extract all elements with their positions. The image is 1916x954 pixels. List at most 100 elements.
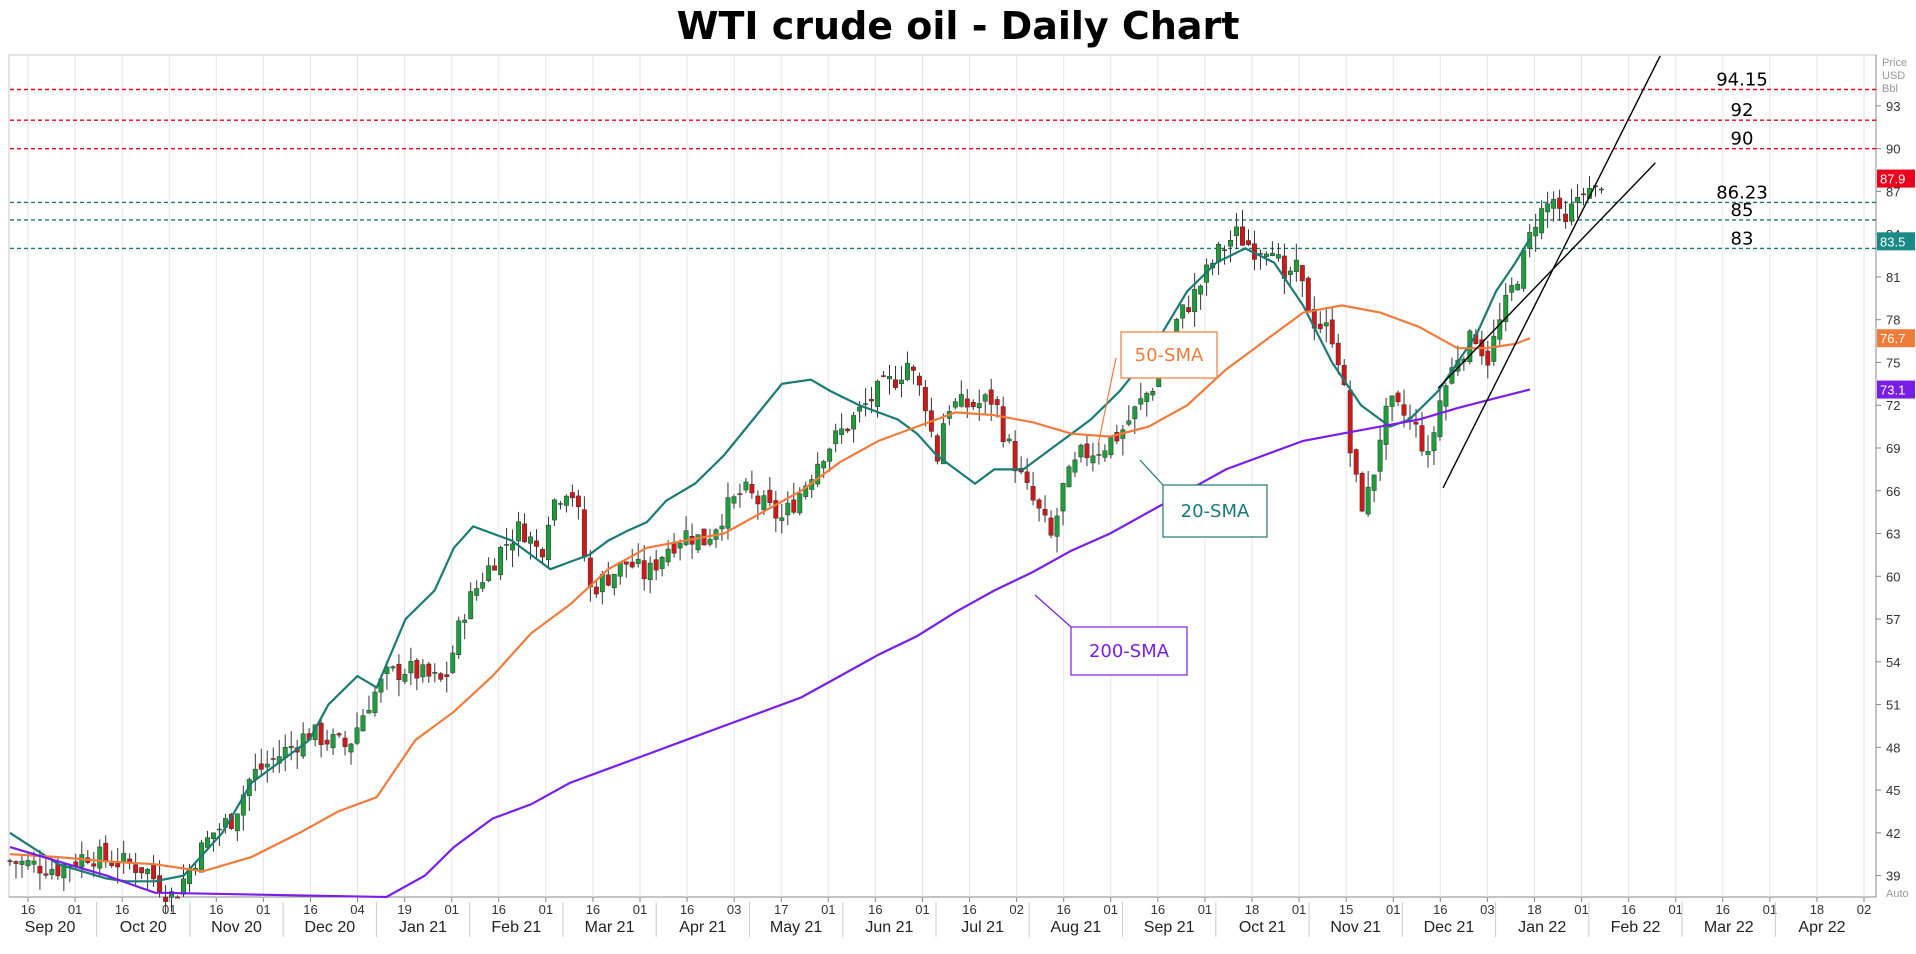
candle-up	[474, 588, 480, 596]
candle-up	[1539, 208, 1545, 234]
x-tick-label: 16	[680, 902, 694, 917]
candle-down	[1305, 277, 1311, 313]
y-tick-label: 51	[1886, 698, 1900, 713]
candle-down	[1084, 443, 1090, 459]
candle-down	[1042, 509, 1048, 516]
x-tick-label: 18	[1527, 902, 1541, 917]
candle-down	[605, 574, 611, 586]
candle-up	[1228, 239, 1233, 247]
candle-up	[761, 495, 767, 510]
candle-up	[731, 496, 737, 504]
candle-down	[1419, 425, 1425, 452]
candle-up	[288, 746, 294, 749]
x-month-label: Dec 20	[304, 919, 355, 936]
candle-down	[1240, 226, 1245, 246]
candle-up	[516, 521, 522, 542]
candle-down	[1341, 364, 1347, 386]
candle-down	[324, 739, 330, 745]
annotation-label: 50-SMA	[1135, 345, 1204, 366]
y-tick-label: 57	[1886, 612, 1900, 627]
candle-up	[468, 591, 474, 619]
candle-up	[1533, 226, 1539, 237]
price-tag-label: 87.9	[1880, 172, 1905, 187]
level-label: 85	[1731, 200, 1754, 221]
x-tick-label: 04	[350, 902, 364, 917]
x-tick-label: 16	[209, 902, 223, 917]
price-tag-label: 83.5	[1880, 234, 1905, 249]
candle-up	[25, 860, 31, 867]
candle-up	[390, 666, 396, 669]
candle-down	[444, 674, 450, 677]
candle-up	[952, 401, 958, 408]
candle-down	[964, 398, 970, 408]
x-tick-label: 01	[256, 902, 270, 917]
candle-up	[145, 869, 151, 874]
candle-down	[994, 399, 1000, 406]
candle-up	[366, 709, 372, 714]
candle-up	[635, 558, 641, 564]
candle-down	[1563, 213, 1569, 223]
x-tick-label: 18	[1245, 902, 1259, 917]
candle-up	[1521, 250, 1527, 289]
y-tick-label: 87	[1886, 184, 1900, 199]
x-tick-label: 16	[1056, 902, 1070, 917]
x-tick-label: 16	[21, 902, 35, 917]
candle-down	[1222, 249, 1227, 252]
candle-up	[372, 691, 378, 713]
candle-up	[1108, 437, 1114, 456]
candle-up	[797, 493, 803, 514]
y-tick-label: 81	[1886, 270, 1900, 285]
candle-down	[414, 660, 420, 679]
candle-down	[845, 428, 851, 432]
candle-up	[563, 495, 569, 506]
x-tick-label: 02	[1009, 902, 1023, 917]
x-month-label: Aug 21	[1051, 919, 1102, 936]
sma-line-200-sma	[9, 388, 1531, 899]
candle-up	[857, 406, 863, 412]
y-tick-label: 75	[1886, 355, 1900, 370]
price-tag	[1877, 232, 1915, 251]
x-tick-label: 01	[1386, 902, 1400, 917]
y-tick-label: 72	[1886, 398, 1900, 413]
candle-up	[1066, 466, 1072, 488]
candle-down	[869, 399, 875, 402]
price-tag	[1877, 329, 1915, 348]
price-unit-label: Bbl	[1882, 83, 1898, 95]
x-month-label: Jan 22	[1518, 919, 1566, 936]
x-tick-label: 01	[1292, 902, 1306, 917]
candle-up	[1425, 450, 1431, 455]
candle-up	[695, 534, 701, 551]
channel-line	[1437, 162, 1656, 389]
candle-down	[1395, 392, 1401, 403]
candle-up	[1551, 199, 1557, 209]
x-tick-label: 16	[303, 902, 317, 917]
candle-up	[1054, 515, 1060, 537]
candle-down	[767, 489, 773, 504]
candle-down	[163, 896, 169, 902]
auto-label: Auto	[1886, 888, 1909, 900]
x-tick-label: 16	[586, 902, 600, 917]
candle-down	[103, 842, 109, 861]
candle-up	[958, 394, 964, 407]
x-month-label: Sep 21	[1144, 919, 1195, 936]
candle-up	[940, 423, 946, 465]
x-tick-label: 01	[1104, 902, 1118, 917]
candle-down	[139, 867, 145, 874]
candle-down	[1401, 404, 1407, 416]
x-month-label: May 21	[770, 919, 823, 936]
candle-down	[1353, 449, 1359, 475]
candle-up	[1371, 474, 1377, 491]
candle-down	[934, 435, 940, 462]
y-tick-label: 39	[1886, 869, 1900, 884]
candle-up	[1060, 483, 1066, 512]
x-tick-label: 01	[539, 902, 553, 917]
x-tick-label: 03	[1480, 902, 1494, 917]
candle-down	[641, 560, 647, 580]
candle-up	[982, 394, 988, 402]
candle-up	[1234, 226, 1239, 237]
candle-down	[737, 493, 743, 495]
x-tick-label: 15	[1339, 902, 1353, 917]
x-month-label: Oct 20	[120, 919, 167, 936]
candle-up	[450, 652, 456, 673]
candle-up	[1090, 455, 1096, 464]
